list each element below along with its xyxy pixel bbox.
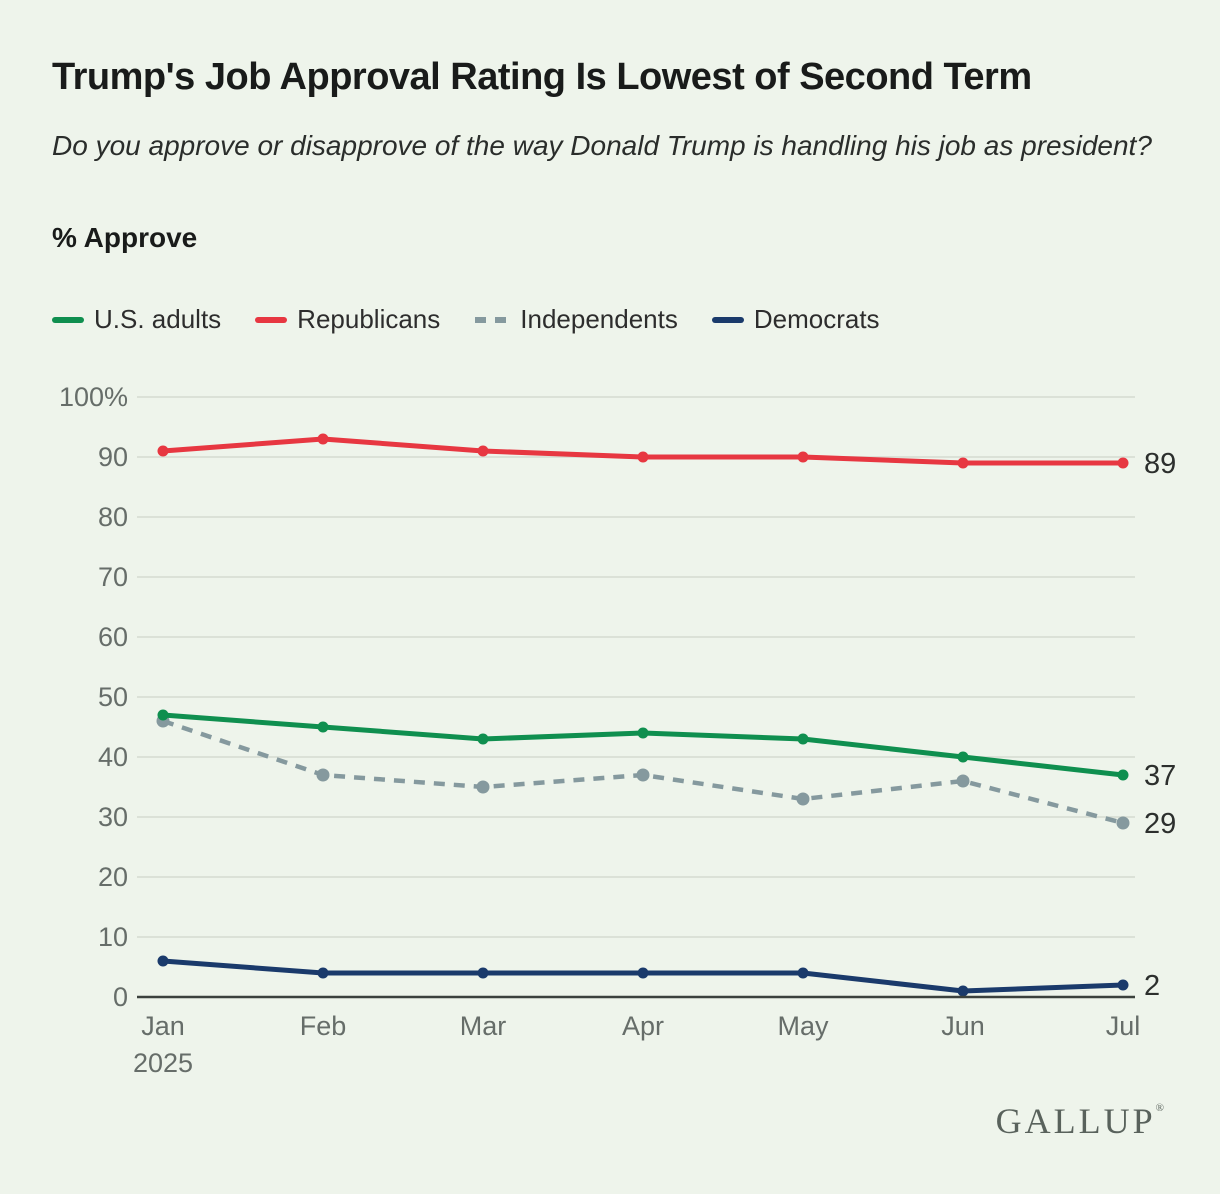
- y-tick-label: 80: [98, 502, 128, 532]
- data-point-marker: [157, 955, 169, 967]
- x-tick-label: Apr: [622, 1011, 664, 1041]
- data-point-marker: [797, 733, 809, 745]
- legend-swatch-icon: [52, 316, 84, 323]
- data-point-marker: [637, 451, 649, 463]
- data-point-marker: [157, 709, 169, 721]
- legend-item-label: U.S. adults: [94, 304, 222, 334]
- x-tick-label: May: [777, 1011, 829, 1041]
- x-tick-label: Jan: [141, 1011, 185, 1041]
- data-point-marker: [797, 451, 809, 463]
- chart-legend: U.S. adults Republicans Independents Democr…: [52, 304, 880, 335]
- data-point-marker: [636, 768, 650, 782]
- data-point-marker: [317, 967, 329, 979]
- data-point-marker: [957, 985, 969, 997]
- legend-item-independents: Independents: [474, 304, 678, 335]
- data-point-marker: [797, 967, 809, 979]
- series-line: [162, 712, 1124, 778]
- measure-label: % Approve: [52, 222, 198, 253]
- data-point-marker: [316, 768, 330, 782]
- legend-swatch-icon: [255, 316, 288, 323]
- gridlines: [137, 396, 1135, 938]
- legend-swatch-icon: [711, 316, 744, 323]
- series-end-value-label: 2: [1144, 970, 1160, 1002]
- series-end-value-label: 37: [1144, 760, 1176, 792]
- y-tick-label: 70: [98, 562, 128, 592]
- data-point-marker: [957, 457, 969, 469]
- y-axis-tick-labels: 0 10 20 30 40 50 60 70 80 90 100%: [59, 382, 128, 1012]
- series-independents: 29: [156, 714, 1176, 840]
- y-tick-label: 100%: [59, 382, 128, 412]
- gallup-logo: GALLUP®: [996, 1100, 1164, 1142]
- y-tick-label: 40: [98, 742, 128, 772]
- y-tick-label: 30: [98, 802, 128, 832]
- data-point-marker: [957, 751, 969, 763]
- legend-item-label: Republicans: [297, 304, 441, 334]
- y-tick-label: 90: [98, 442, 128, 472]
- data-point-marker: [1117, 979, 1129, 991]
- data-point-marker: [317, 433, 329, 445]
- data-point-marker: [637, 727, 649, 739]
- legend-item-label: Democrats: [753, 304, 880, 334]
- legend-item-label: Independents: [520, 304, 678, 334]
- data-point-marker: [1117, 457, 1129, 469]
- y-tick-label: 20: [98, 862, 128, 892]
- x-axis-tick-labels: Jan Feb Mar Apr May Jun Jul 2025: [133, 1011, 1140, 1078]
- data-point-marker: [956, 774, 970, 788]
- data-point-marker: [1116, 816, 1130, 830]
- survey-question-subtitle: Do you approve or disapprove of the way …: [52, 130, 1152, 161]
- data-point-marker: [1117, 769, 1129, 781]
- data-point-marker: [796, 792, 810, 806]
- page-title: Trump's Job Approval Rating Is Lowest of…: [52, 56, 1032, 98]
- registered-mark: ®: [1155, 1102, 1164, 1114]
- x-tick-label: Feb: [300, 1011, 347, 1041]
- series-end-value-label: 29: [1144, 808, 1176, 840]
- series-democrats: 2: [157, 955, 1160, 1002]
- y-tick-label: 10: [98, 922, 128, 952]
- legend-item-u-s-adults: U.S. adults: [52, 304, 221, 335]
- data-point-marker: [477, 445, 489, 457]
- y-tick-label: 50: [98, 682, 128, 712]
- legend-swatch-icon: [475, 316, 510, 323]
- y-tick-label: 60: [98, 622, 128, 652]
- gallup-logo-text: GALLUP: [995, 1101, 1156, 1141]
- legend-item-republicans: Republicans: [255, 304, 440, 335]
- legend-item-democrats: Democrats: [711, 304, 880, 335]
- x-tick-label: Mar: [460, 1011, 507, 1041]
- data-point-marker: [637, 967, 649, 979]
- data-point-marker: [157, 445, 169, 457]
- data-point-marker: [476, 780, 490, 794]
- x-tick-label: Jul: [1106, 1011, 1141, 1041]
- data-point-marker: [477, 733, 489, 745]
- x-tick-label: Jun: [941, 1011, 985, 1041]
- series-republicans: 89: [157, 433, 1176, 480]
- series-u-s-adults: 37: [157, 709, 1176, 792]
- data-point-marker: [317, 721, 329, 733]
- y-tick-label: 0: [113, 982, 128, 1012]
- data-point-marker: [477, 967, 489, 979]
- series-end-value-label: 89: [1144, 448, 1176, 480]
- x-axis-year-label: 2025: [133, 1048, 193, 1078]
